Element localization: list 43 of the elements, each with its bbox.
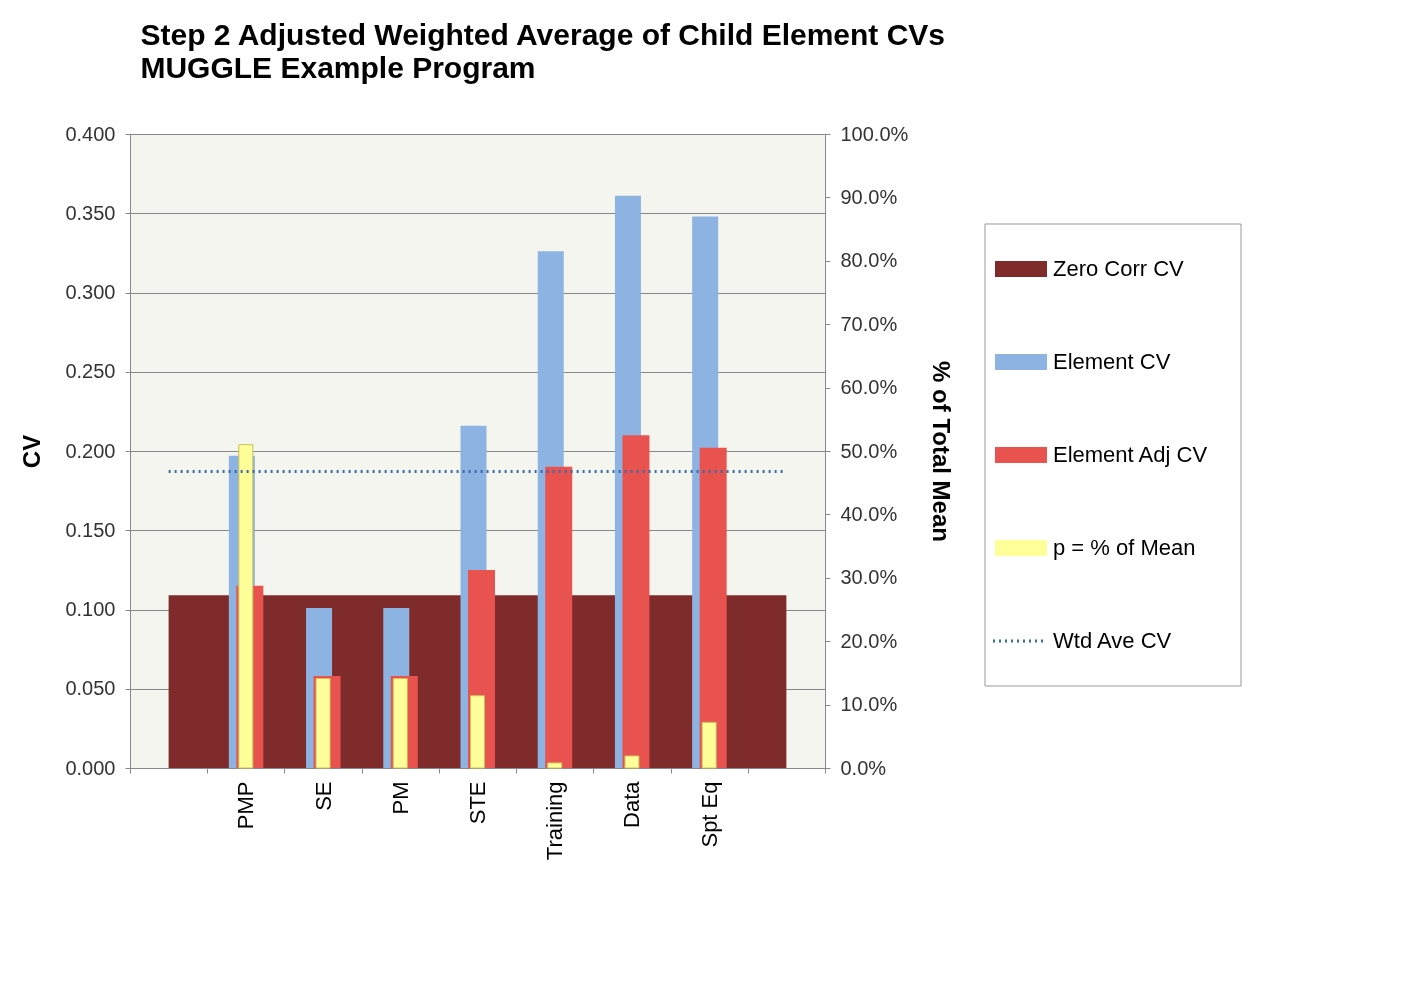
y2-tick-label: 100.0% [840, 122, 909, 145]
chart-title: Step 2 Adjusted Weighted Average of Child Element CVs [140, 17, 946, 51]
bar [624, 755, 640, 769]
y2-tick-label: 60.0% [840, 376, 898, 399]
x-tick-label: Training [542, 781, 568, 861]
y-tick-label: 0.100 [65, 598, 116, 620]
bar [545, 466, 573, 768]
y2-tick-label: 90.0% [840, 185, 898, 208]
legend-label: Element Adj CV [1053, 442, 1208, 467]
x-tick-label: STE [465, 781, 490, 825]
x-tick-label: Data [619, 780, 645, 828]
y-tick-label: 0.400 [65, 122, 116, 145]
y2-tick-label: 10.0% [840, 693, 898, 716]
y2-tick-label: 20.0% [840, 629, 898, 652]
bar [547, 762, 563, 769]
bar [622, 435, 650, 768]
y-tick-label: 0.350 [65, 201, 116, 224]
legend-label: Element CV [1053, 349, 1171, 374]
y2-tick-label: 40.0% [840, 502, 898, 525]
bar [699, 447, 727, 768]
y2-tick-label: 30.0% [840, 566, 898, 589]
x-tick-label: PMP [233, 781, 259, 830]
y-tick-label: 0.000 [65, 756, 116, 779]
y2-tick-label: 70.0% [840, 312, 898, 335]
bar [701, 721, 717, 769]
legend-label: p = % of Mean [1053, 535, 1196, 560]
y-tick-label: 0.050 [65, 677, 116, 700]
chart-subtitle: MUGGLE Example Program [140, 50, 536, 84]
y2-tick-label: 0.0% [840, 756, 887, 779]
y-tick-label: 0.250 [65, 360, 116, 383]
x-tick-label: SE [310, 781, 336, 811]
y-tick-label: 0.150 [65, 518, 116, 541]
x-tick-label: PM [387, 781, 413, 815]
y-axis-title: CV [18, 434, 46, 469]
legend-label: Wtd Ave CV [1053, 628, 1172, 653]
y2-axis-title: % of Total Mean [928, 361, 956, 542]
x-tick-label: Spt Eq [696, 781, 722, 848]
bar [470, 695, 485, 769]
y-tick-label: 0.300 [65, 281, 116, 303]
y2-tick-label: 50.0% [840, 439, 898, 462]
legend-label: Zero Corr CV [1053, 256, 1185, 281]
y2-tick-label: 80.0% [840, 249, 898, 272]
y-tick-label: 0.200 [65, 439, 116, 462]
